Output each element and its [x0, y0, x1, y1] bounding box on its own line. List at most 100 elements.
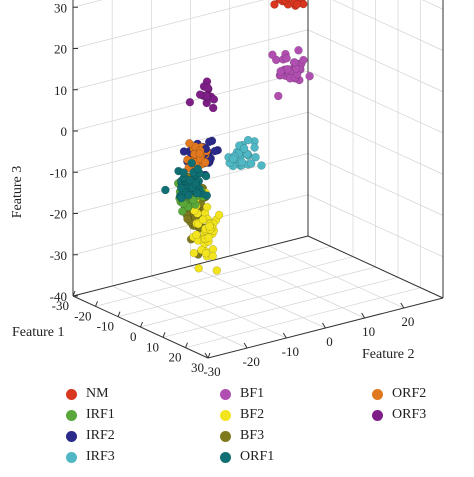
x-tick-label: -30: [52, 298, 69, 313]
y-tick-mark: [243, 342, 248, 349]
y-tick-label: 0: [326, 334, 333, 349]
point-orf1: [187, 158, 196, 168]
point-irf2: [210, 146, 220, 156]
y-tick-label: -20: [242, 354, 259, 369]
point-orf3: [203, 83, 212, 93]
y-axis-label: Feature 2: [362, 347, 414, 362]
point-bf2: [201, 248, 211, 258]
x-tick-label: 10: [146, 339, 159, 354]
point-nm: [292, 0, 302, 9]
left-wall-gridline-h: [72, 29, 309, 91]
point-irf2: [204, 137, 214, 147]
x-tick-label: -20: [74, 308, 91, 323]
point-orf1: [184, 191, 193, 200]
grid-layer: [72, 0, 444, 359]
legend-item-orf1: ORF1: [220, 449, 274, 465]
legend-label: ORF2: [392, 386, 427, 401]
point-nm: [284, 0, 292, 3]
point-orf1: [161, 185, 170, 195]
legend-label: IRF2: [86, 428, 115, 443]
right-wall-gridline-h: [307, 111, 444, 175]
right-wall-gridline-h: [307, 153, 444, 216]
z-tick-label: 10: [54, 83, 67, 98]
point-bf1: [299, 55, 308, 65]
z-tick-label: -10: [50, 165, 67, 180]
legend-marker: [66, 451, 77, 463]
point-bf2: [189, 248, 199, 258]
x-tick-label: 20: [169, 350, 182, 365]
z-tick-label: 0: [61, 124, 68, 139]
x-tick-mark: [117, 311, 121, 317]
point-irf3: [246, 159, 256, 168]
point-orf2: [185, 139, 194, 148]
legend-label: IRF1: [86, 407, 115, 422]
point-orf3: [185, 97, 195, 107]
tick-labels: -40-30-20-10010203040-30-20-100102030-30…: [50, 0, 415, 379]
point-orf1: [185, 175, 194, 185]
legend-item-orf2: ORF2: [372, 386, 426, 402]
floor-gridline-y: [151, 275, 287, 339]
floor-gridline-y: [229, 255, 365, 319]
point-orf3: [208, 103, 218, 113]
x-tick-label: 30: [191, 360, 204, 375]
legend-marker: [66, 430, 77, 442]
right-wall-gridline-h: [307, 70, 444, 134]
legend-item-nm: NM: [66, 386, 109, 402]
y-tick-label: -30: [203, 364, 220, 379]
back-right-floor-edge: [307, 235, 444, 299]
z-tick-label: 20: [54, 42, 67, 57]
point-bf2: [205, 222, 214, 231]
legend-marker: [66, 388, 77, 400]
legend-item-irf1: IRF1: [66, 407, 115, 423]
point-orf2: [195, 149, 205, 158]
point-irf3: [250, 143, 259, 152]
point-bf2: [212, 266, 222, 275]
point-orf1: [193, 164, 203, 174]
x-tick-mark: [95, 301, 98, 307]
legend-marker: [220, 388, 231, 400]
points-layer: [161, 0, 314, 275]
legend-item-bf1: BF1: [220, 386, 264, 402]
legend-marker: [220, 451, 231, 463]
point-bf2: [194, 264, 203, 273]
y-tick-label: 20: [401, 314, 414, 329]
floor-gridline-y: [112, 285, 248, 349]
legend-label: BF2: [240, 407, 265, 422]
point-irf3: [239, 144, 249, 153]
legend-item-irf3: IRF3: [66, 449, 115, 465]
z-axis-label: Feature 3: [10, 166, 25, 218]
legend-label: NM: [86, 386, 109, 401]
y-tick-label: 10: [362, 324, 375, 339]
y-tick-mark: [204, 352, 209, 359]
y-tick-mark: [322, 322, 326, 329]
point-orf3: [195, 90, 205, 99]
x-tick-mark: [185, 342, 188, 348]
x-tick-mark: [162, 332, 166, 338]
right-wall-gridline-h: [307, 29, 444, 93]
point-bf1: [276, 67, 285, 76]
right-wall-gridline-h: [307, 194, 444, 258]
legend-marker: [372, 388, 383, 400]
y-tick-mark: [361, 312, 366, 319]
x-tick-mark: [207, 352, 211, 359]
y-tick-mark: [400, 302, 405, 309]
point-bf2: [192, 230, 201, 239]
axis-frame: [72, 0, 444, 359]
point-bf2: [214, 210, 224, 220]
point-bf1: [305, 71, 314, 81]
point-bf2: [202, 202, 212, 212]
y-tick-mark: [282, 332, 287, 339]
point-orf1: [176, 183, 186, 193]
z-tick-label: -20: [50, 207, 67, 222]
legend-label: ORF3: [392, 407, 427, 422]
point-orf1: [202, 191, 212, 200]
legend-marker: [220, 409, 231, 421]
point-irf3: [237, 157, 247, 167]
z-tick-label: -40: [50, 289, 67, 304]
point-bf3: [183, 214, 192, 224]
point-nm: [270, 0, 279, 9]
scatter3d-chart: -40-30-20-10010203040-30-20-100102030-30…: [10, 0, 444, 379]
legend-label: BF1: [240, 386, 265, 401]
legend-label: BF3: [240, 428, 265, 443]
point-bf1: [274, 91, 283, 101]
